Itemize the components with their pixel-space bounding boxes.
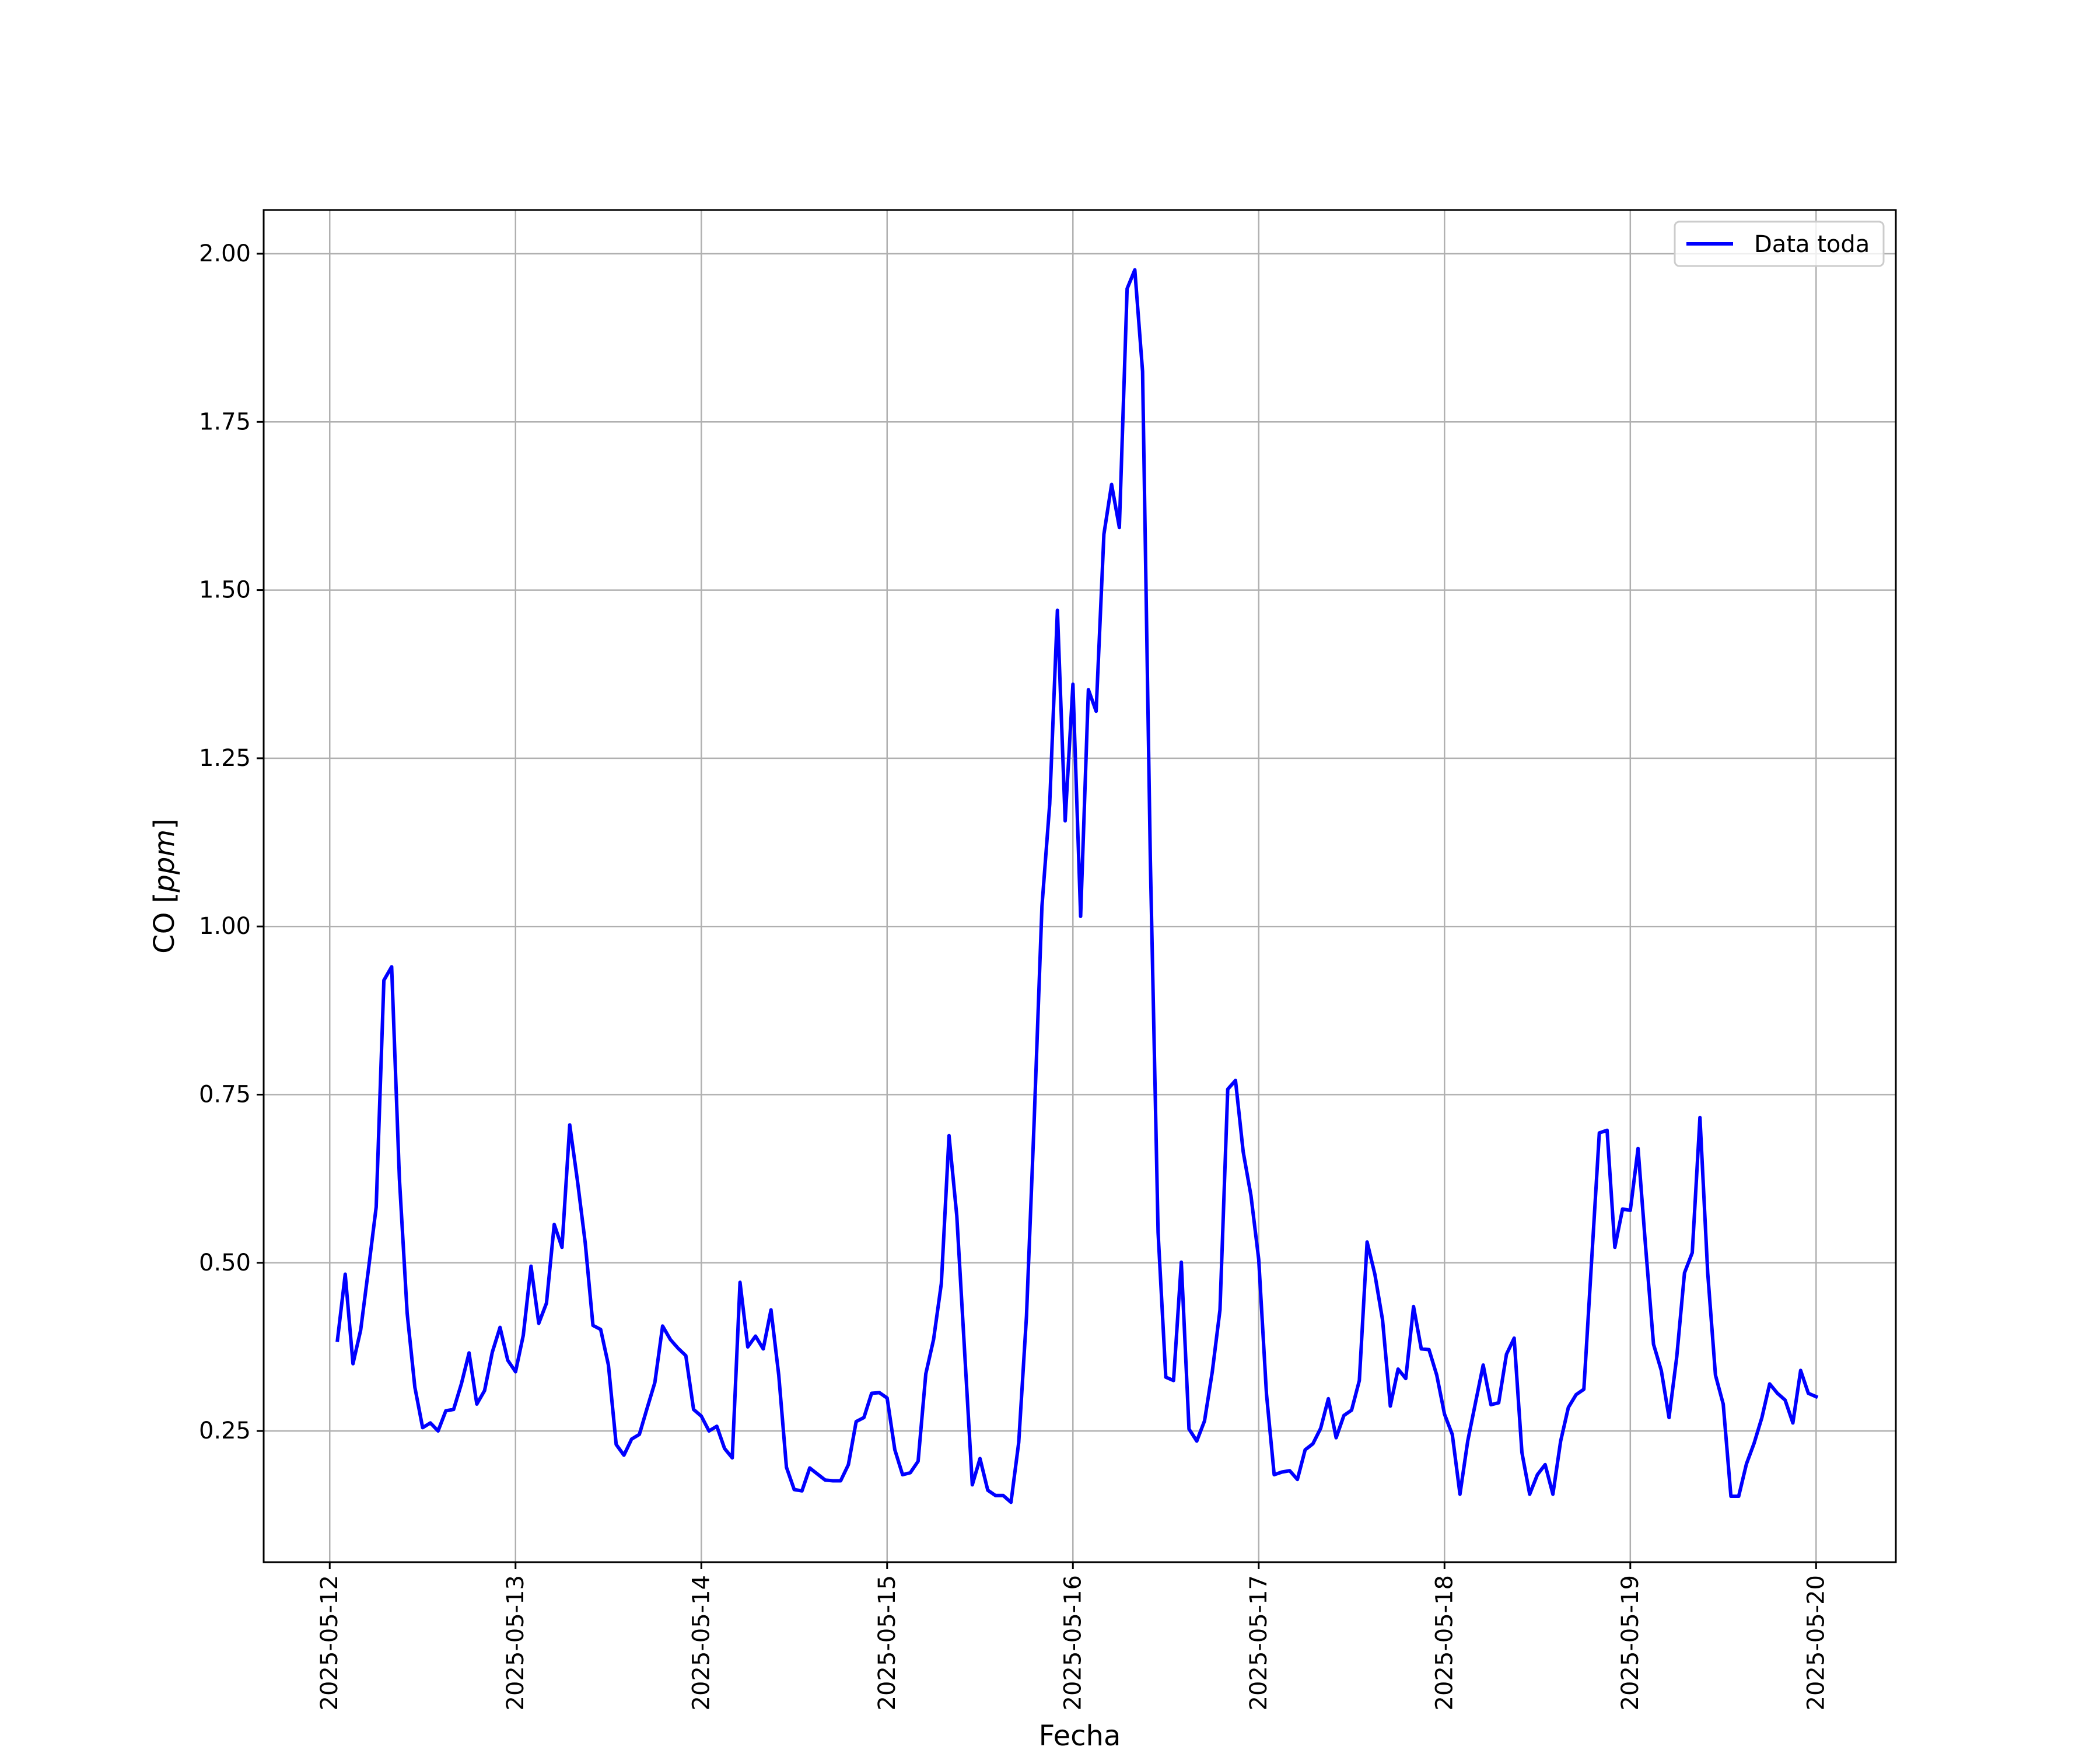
x-tick-label: 2025-05-14: [688, 1575, 715, 1710]
y-tick-label: 1.00: [199, 913, 251, 940]
y-tick-label: 1.75: [199, 408, 251, 435]
y-tick-label: 2.00: [199, 240, 251, 267]
x-tick-label: 2025-05-19: [1617, 1575, 1644, 1710]
x-axis-label: Fecha: [1039, 1720, 1121, 1750]
plot-frame: [262, 209, 1897, 1563]
x-axis-ticks: 2025-05-12 2025-05-13 2025-05-14 2025-05-15…: [316, 1562, 1829, 1710]
y-tick-label: 0.25: [199, 1418, 251, 1444]
series-layer: [335, 268, 1819, 1504]
y-tick-label: 1.50: [199, 577, 251, 604]
y-axis-label-base: CO [: [148, 892, 181, 954]
y-axis-ticks: 0.25 0.50 0.75 1.00 1.25 1.50 1.75 2.00: [199, 240, 264, 1444]
x-tick-label: 2025-05-20: [1803, 1575, 1829, 1710]
legend-box: [1674, 220, 1885, 267]
y-tick-label: 1.25: [199, 745, 251, 772]
x-tick-label: 2025-05-12: [316, 1575, 343, 1710]
x-tick-label: 2025-05-17: [1245, 1575, 1272, 1710]
legend: Data toda: [1674, 220, 1885, 267]
x-tick-label: 2025-05-13: [502, 1575, 529, 1710]
y-axis-label-unit: ppm: [148, 830, 181, 893]
series-line-data-toda: [335, 268, 1819, 1504]
grid-lines: [264, 210, 1896, 1562]
x-tick-label: 2025-05-15: [874, 1575, 901, 1710]
y-tick-label: 0.50: [199, 1250, 251, 1276]
y-axis-label: CO [ppm]: [148, 818, 181, 954]
x-tick-label: 2025-05-16: [1059, 1575, 1086, 1710]
x-tick-label: 2025-05-18: [1431, 1575, 1458, 1710]
y-tick-label: 0.75: [199, 1082, 251, 1108]
legend-label: Data toda: [1754, 231, 1870, 258]
y-axis-label-close: ]: [148, 818, 181, 830]
